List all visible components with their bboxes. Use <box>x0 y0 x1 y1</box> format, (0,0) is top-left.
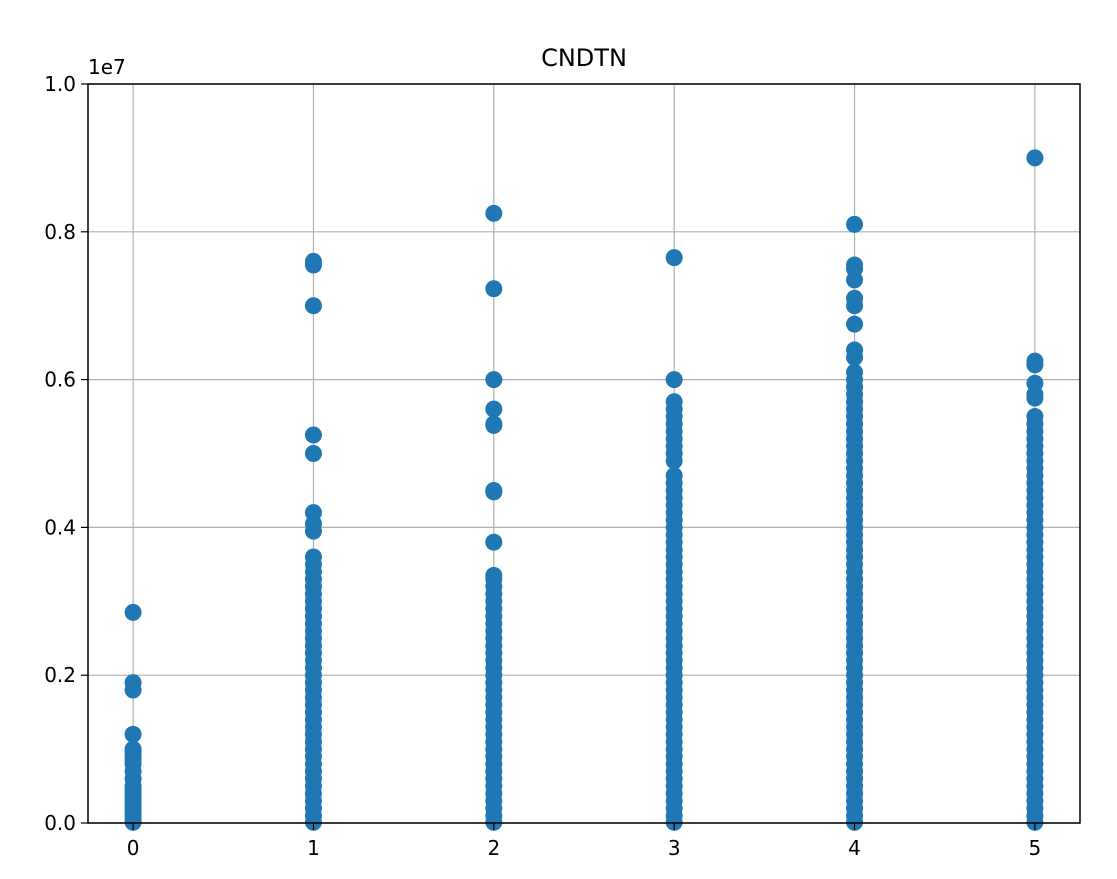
x-tick-label: 5 <box>1029 836 1042 860</box>
y-tick-label: 0.0 <box>44 811 76 835</box>
y-tick-label: 0.6 <box>44 368 76 392</box>
scatter-point <box>665 452 683 470</box>
scatter-point <box>665 249 683 267</box>
scatter-point <box>485 400 503 418</box>
scatter-point <box>846 315 864 333</box>
scatter-point <box>304 445 322 462</box>
scatter-point <box>124 725 142 743</box>
plot-frame <box>87 83 1081 824</box>
y-tick-label: 0.4 <box>44 515 76 539</box>
chart-title: CNDTN <box>541 44 627 72</box>
scatter-point <box>304 256 322 274</box>
x-tick-label: 2 <box>487 836 500 860</box>
y-axis: 0.0 0.2 0.4 0.6 0.8 1.0 <box>44 72 88 835</box>
y-tick-label: 1.0 <box>44 72 76 96</box>
x-tick-label: 1 <box>307 836 320 860</box>
data-points <box>124 149 1044 831</box>
grid-lines <box>88 83 1080 824</box>
scatter-point <box>846 271 864 289</box>
scatter-point <box>485 371 503 389</box>
scatter-point <box>485 533 503 551</box>
scatter-point <box>846 215 864 233</box>
scatter-point <box>304 426 322 444</box>
x-tick-label: 4 <box>848 836 861 860</box>
x-tick-label: 3 <box>668 836 681 860</box>
x-axis: 0 1 2 3 4 5 <box>127 823 1042 860</box>
y-tick-label: 0.8 <box>44 220 76 244</box>
scatter-point <box>1026 356 1044 374</box>
scatter-point <box>485 483 503 501</box>
scatter-point <box>304 297 322 315</box>
scatter-point <box>124 681 142 699</box>
y-axis-offset-label: 1e7 <box>88 55 126 79</box>
x-tick-label: 0 <box>127 836 140 860</box>
scatter-point <box>665 371 683 389</box>
scatter-point <box>846 297 864 315</box>
y-tick-label: 0.2 <box>44 663 76 687</box>
scatter-point <box>1026 389 1044 407</box>
scatter-point <box>304 522 322 540</box>
scatter-point <box>846 348 864 366</box>
scatter-point <box>1026 149 1044 167</box>
scatter-point <box>485 280 503 298</box>
scatter-point <box>485 416 503 434</box>
scatter-point <box>124 603 142 621</box>
scatter-point <box>485 204 503 222</box>
